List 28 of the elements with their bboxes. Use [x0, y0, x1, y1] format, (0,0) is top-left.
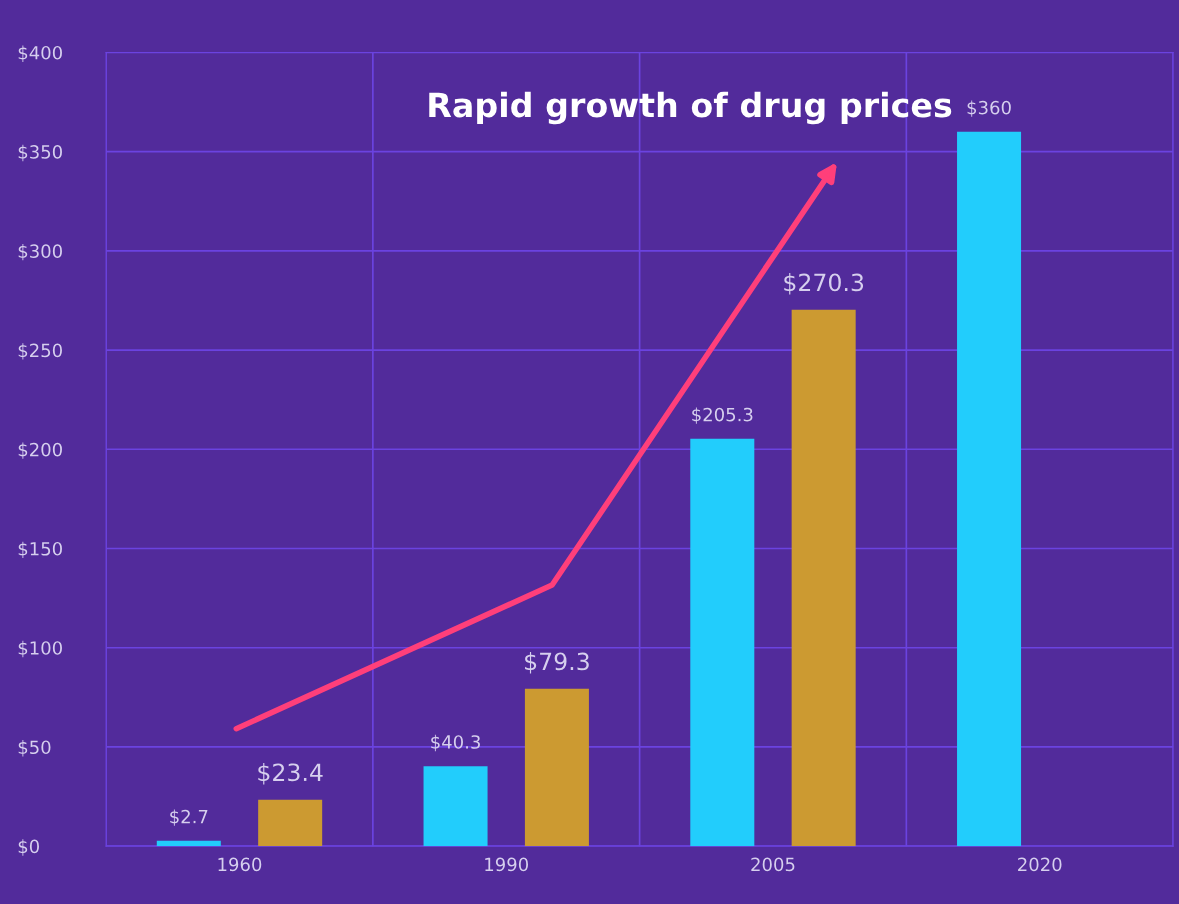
bar: [156, 840, 221, 847]
y-tick-label: $400: [18, 45, 62, 62]
data-label: $23.4: [258, 762, 323, 785]
data-label: $360: [967, 100, 1011, 117]
data-label: $2.7: [170, 809, 208, 826]
x-tick-label: 1990: [485, 857, 529, 872]
bar: [423, 766, 488, 847]
data-label: $40.3: [431, 734, 480, 752]
y-tick-label: $100: [18, 640, 62, 658]
data-label: $79.3: [525, 652, 589, 674]
bar: [957, 131, 1022, 847]
y-tick-label: $50: [18, 740, 51, 757]
y-tick-label: $350: [18, 144, 62, 162]
text: Rapid growth of drug prices: [429, 91, 952, 125]
y-tick-label: $0: [18, 839, 39, 856]
y-tick-label: $200: [18, 442, 62, 459]
x-tick-label: 2005: [751, 857, 795, 872]
bar: [524, 688, 589, 847]
y-tick-label: $250: [18, 343, 62, 360]
x-tick-label: 2020: [1018, 857, 1062, 872]
bar: [791, 309, 856, 847]
data-label: $270.3: [784, 273, 864, 295]
data-label: $205.3: [692, 407, 753, 424]
bar: [690, 438, 755, 847]
y-tick-label: $300: [18, 244, 62, 261]
x-tick-label: 1960: [218, 857, 262, 872]
bar: [258, 799, 323, 847]
y-tick-label: $150: [18, 541, 62, 559]
